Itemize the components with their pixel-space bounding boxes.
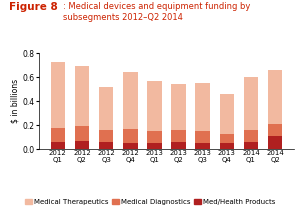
Bar — [75, 66, 89, 126]
Bar — [196, 83, 210, 131]
Bar — [171, 142, 186, 149]
Bar — [123, 72, 137, 129]
Legend: Medical Therapeutics, Medical Diagnostics, Med/Health Products: Medical Therapeutics, Medical Diagnostic… — [22, 196, 278, 207]
Bar — [196, 131, 210, 143]
Bar — [244, 142, 258, 149]
Bar — [220, 94, 234, 134]
Text: : Medical devices and equipment funding by
subsegments 2012–Q2 2014: : Medical devices and equipment funding … — [63, 2, 250, 22]
Bar — [123, 129, 137, 143]
Bar — [244, 130, 258, 142]
Bar — [51, 142, 65, 149]
Bar — [75, 126, 89, 141]
Bar — [268, 124, 282, 136]
Bar — [51, 62, 65, 128]
Bar — [99, 130, 113, 142]
Text: Figure 8: Figure 8 — [9, 2, 58, 12]
Bar — [99, 87, 113, 130]
Bar — [51, 128, 65, 142]
Bar — [244, 77, 258, 130]
Bar — [268, 70, 282, 124]
Bar — [171, 84, 186, 130]
Bar — [220, 134, 234, 143]
Bar — [268, 136, 282, 149]
Bar — [147, 131, 162, 143]
Y-axis label: $ in billions: $ in billions — [11, 79, 20, 123]
Bar — [196, 143, 210, 149]
Bar — [220, 143, 234, 149]
Bar — [75, 141, 89, 149]
Bar — [171, 130, 186, 142]
Bar — [147, 81, 162, 131]
Bar — [99, 142, 113, 149]
Bar — [147, 143, 162, 149]
Bar — [123, 143, 137, 149]
